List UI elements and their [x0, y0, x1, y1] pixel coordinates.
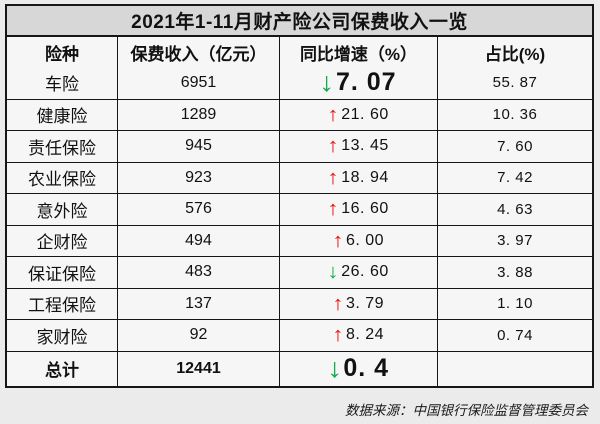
trend-arrow-icon: ↑: [332, 292, 344, 315]
share-value-cell: 7. 42: [437, 162, 592, 193]
premium-value-cell: 1289: [117, 99, 279, 130]
trend-arrow-icon: ↑: [332, 324, 344, 347]
share-value-cell: 3. 97: [437, 225, 592, 256]
growth-value: 3. 79: [345, 294, 385, 312]
growth-cell: ↑ 13. 45: [279, 131, 437, 162]
growth-cell: ↓ 7. 07: [279, 67, 437, 99]
share-value-cell: 0. 74: [437, 320, 592, 351]
growth-value: 18. 94: [341, 168, 389, 186]
share-value-cell: 55. 87: [437, 67, 592, 99]
growth-value: 13. 45: [341, 137, 389, 155]
insurance-type-cell: 企财险: [36, 233, 88, 253]
trend-arrow-icon: ↓: [319, 67, 335, 98]
table-row: 意外险 576 ↑ 16. 60 4. 63: [7, 193, 592, 225]
premium-value-cell: 945: [117, 131, 279, 162]
premium-value-cell: 494: [117, 225, 279, 256]
premium-value-cell: 576: [117, 194, 279, 225]
premium-value-cell: 137: [117, 288, 279, 319]
growth-value: 21. 60: [341, 105, 389, 123]
growth-cell: ↓ 26. 60: [279, 257, 437, 288]
share-value-cell: 10. 36: [437, 99, 592, 130]
trend-arrow-icon: ↑: [332, 229, 344, 252]
table-row: 家财险 92 ↑ 8. 24 0. 74: [7, 319, 592, 351]
trend-arrow-icon: ↑: [327, 198, 340, 221]
insurance-type-cell: 工程保险: [28, 296, 96, 316]
growth-cell: ↑ 3. 79: [279, 288, 437, 319]
insurance-type-cell: 车险: [45, 75, 79, 95]
insurance-type-cell: 意外险: [36, 201, 88, 221]
insurance-type-cell: 责任保险: [28, 138, 96, 158]
header-insurance-type: 险种: [45, 44, 79, 64]
share-value-cell: 1. 10: [437, 288, 592, 319]
premium-value-cell: 92: [117, 320, 279, 351]
table-row: 车险 6951 ↓ 7. 07 55. 87: [7, 67, 592, 99]
growth-value: 6. 00: [345, 231, 385, 249]
insurance-type-cell: 家财险: [36, 327, 88, 347]
growth-cell: ↑ 16. 60: [279, 194, 437, 225]
premium-value-cell: 12441: [117, 351, 279, 386]
table-title: 2021年1-11月财产险公司保费收入一览: [7, 6, 592, 37]
table-row: 保证保险 483 ↓ 26. 60 3. 88: [7, 256, 592, 288]
table-header-row: 险种 保费收入（亿元） 同比增速（%） 占比(%): [7, 37, 592, 67]
growth-value: 7. 07: [335, 68, 397, 97]
trend-arrow-icon: ↑: [327, 135, 340, 158]
growth-cell: ↑ 8. 24: [279, 320, 437, 351]
growth-value: 8. 24: [345, 326, 385, 344]
data-source-note: 数据来源：中国银行保险监督管理委员会: [345, 403, 588, 418]
growth-cell: ↑ 21. 60: [279, 99, 437, 130]
insurance-premium-table: 2021年1-11月财产险公司保费收入一览 险种 保费收入（亿元） 同比增速（%…: [5, 4, 594, 388]
header-share: 占比(%): [437, 37, 592, 67]
table-body: 车险 6951 ↓ 7. 07 55. 87 健康险 1289 ↑ 21. 60…: [7, 67, 592, 386]
share-value-cell: 3. 88: [437, 257, 592, 288]
trend-arrow-icon: ↓: [327, 261, 340, 284]
trend-arrow-icon: ↑: [327, 166, 340, 189]
growth-cell: ↑ 18. 94: [279, 162, 437, 193]
trend-arrow-icon: ↓: [326, 353, 343, 383]
growth-value: 26. 60: [341, 263, 389, 281]
growth-cell: ↓ 0. 4: [279, 351, 437, 386]
premium-value-cell: 6951: [117, 67, 279, 99]
insurance-type-cell: 健康险: [36, 107, 88, 127]
header-premium-income: 保费收入（亿元）: [117, 37, 279, 67]
table-row: 企财险 494 ↑ 6. 00 3. 97: [7, 224, 592, 256]
table-row: 责任保险 945 ↑ 13. 45 7. 60: [7, 130, 592, 162]
table-row: 农业保险 923 ↑ 18. 94 7. 42: [7, 161, 592, 193]
insurance-type-cell: 农业保险: [28, 170, 96, 190]
header-yoy-growth: 同比增速（%）: [279, 37, 437, 67]
trend-arrow-icon: ↑: [327, 103, 340, 126]
premium-value-cell: 483: [117, 257, 279, 288]
table-row: 工程保险 137 ↑ 3. 79 1. 10: [7, 287, 592, 319]
table-row: 总计 12441 ↓ 0. 4: [7, 350, 592, 386]
share-value-cell: [437, 351, 592, 386]
insurance-type-cell: 总计: [45, 361, 79, 380]
growth-value: 0. 4: [343, 354, 390, 382]
insurance-type-cell: 保证保险: [28, 264, 96, 284]
share-value-cell: 7. 60: [437, 131, 592, 162]
growth-value: 16. 60: [341, 200, 389, 218]
table-row: 健康险 1289 ↑ 21. 60 10. 36: [7, 98, 592, 130]
growth-cell: ↑ 6. 00: [279, 225, 437, 256]
premium-value-cell: 923: [117, 162, 279, 193]
share-value-cell: 4. 63: [437, 194, 592, 225]
